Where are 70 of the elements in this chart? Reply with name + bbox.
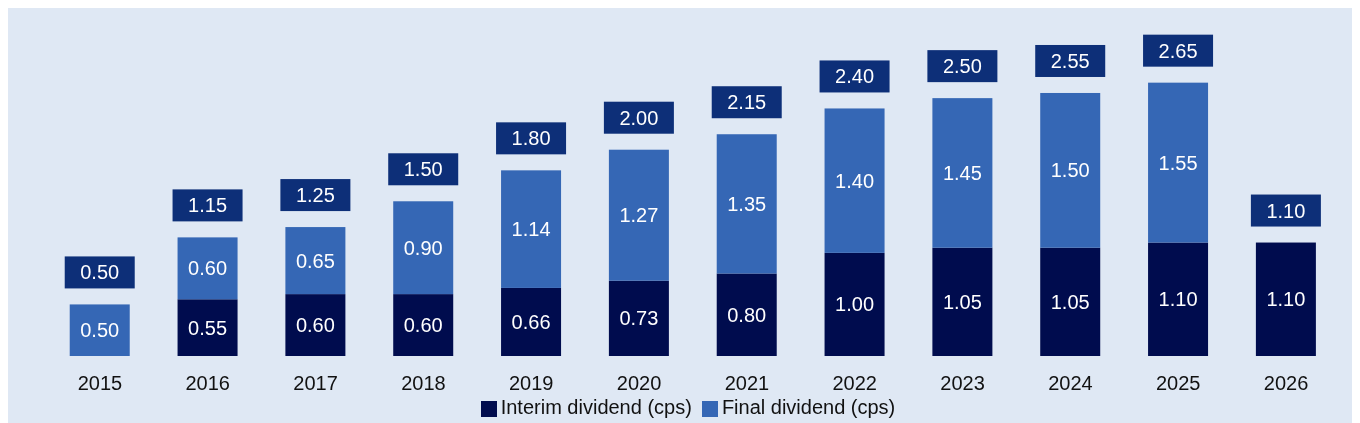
data-label: 1.45 (942, 161, 982, 184)
legend-label: Final dividend (cps) (721, 396, 896, 418)
bar (608, 280, 669, 356)
legend-label: Interim dividend (cps) (500, 396, 692, 418)
bar (177, 237, 238, 300)
data-label: 1.27 (619, 204, 659, 227)
data-label: 1.35 (727, 192, 767, 215)
bar (716, 134, 777, 274)
data-label: 1.05 (942, 290, 982, 313)
bar (177, 299, 238, 356)
bar (69, 304, 130, 356)
total-label: 1.10 (1266, 199, 1306, 222)
total-label: 2.00 (619, 106, 659, 129)
bar (716, 273, 777, 356)
bar (1040, 247, 1101, 356)
bar (501, 287, 562, 356)
data-label: 1.14 (511, 218, 551, 241)
bar (1255, 242, 1316, 356)
bar (285, 294, 346, 356)
x-tick-label: 2026 (1263, 372, 1309, 395)
x-tick-label: 2021 (724, 372, 770, 395)
data-label: 1.55 (1158, 151, 1198, 174)
bar (501, 170, 562, 288)
x-tick-label: 2018 (401, 372, 446, 395)
data-label: 0.90 (403, 236, 443, 259)
bar (1040, 92, 1101, 248)
bar (285, 227, 346, 295)
data-label: 0.66 (511, 310, 551, 333)
data-label: 0.60 (188, 257, 228, 280)
data-label: 1.10 (1266, 288, 1306, 311)
total-label: 2.65 (1158, 39, 1198, 62)
total-label: 1.50 (403, 158, 443, 181)
data-label: 0.80 (727, 303, 767, 326)
x-tick-label: 2022 (832, 372, 877, 395)
x-tick-label: 2017 (293, 372, 338, 395)
bar (932, 247, 993, 356)
data-label: 0.65 (295, 249, 335, 272)
total-label: 2.15 (727, 91, 767, 114)
data-label: 0.73 (619, 307, 659, 330)
total-label: 2.40 (835, 65, 875, 88)
data-label: 0.55 (188, 316, 228, 339)
bar (1148, 82, 1209, 243)
bar (393, 294, 454, 356)
x-tick-label: 2023 (940, 372, 985, 395)
bar (824, 252, 885, 356)
x-tick-label: 2024 (1048, 372, 1093, 395)
x-tick-label: 2025 (1156, 372, 1201, 395)
x-tick-label: 2015 (77, 372, 123, 395)
bar (393, 201, 454, 295)
total-label: 0.50 (80, 261, 120, 284)
x-tick-label: 2020 (616, 372, 662, 395)
total-label: 1.25 (295, 184, 335, 207)
data-label: 1.50 (1050, 159, 1090, 182)
bar (824, 108, 885, 253)
data-label: 1.10 (1158, 288, 1198, 311)
data-label: 0.60 (295, 314, 335, 337)
data-label: 1.40 (835, 169, 875, 192)
total-label: 1.80 (511, 127, 551, 150)
x-tick-label: 2019 (509, 372, 554, 395)
data-label: 0.50 (80, 319, 120, 342)
bar (1148, 242, 1209, 356)
total-label: 2.55 (1050, 49, 1090, 72)
bar (608, 149, 669, 281)
bar (932, 98, 993, 248)
data-label: 1.00 (835, 293, 875, 316)
total-label: 2.50 (942, 55, 982, 78)
data-label: 0.60 (403, 314, 443, 337)
x-tick-label: 2016 (185, 372, 230, 395)
total-label: 1.15 (188, 194, 228, 217)
data-label: 1.05 (1050, 290, 1090, 313)
